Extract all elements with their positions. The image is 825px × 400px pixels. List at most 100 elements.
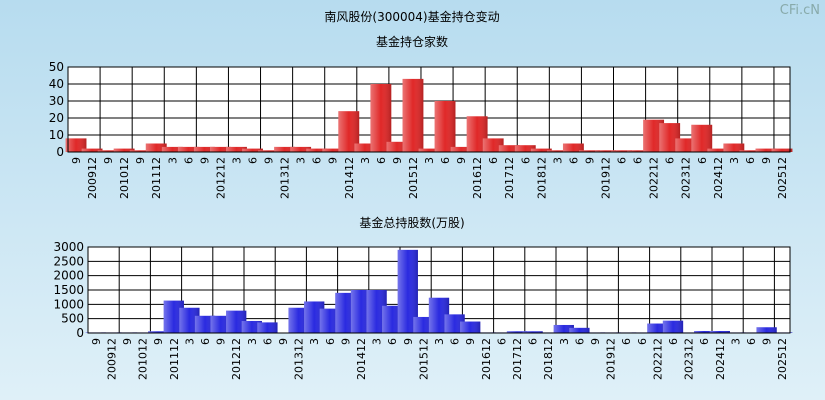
x-tick-label: 201912 [605,338,618,380]
x-tick-label: 202212 [648,157,661,199]
bar-shade [627,150,649,152]
bar-shade [418,148,440,152]
x-tick-label: 9 [121,338,134,345]
bar-shade [659,123,681,152]
bar-shade [129,150,151,152]
bar-shade [163,300,184,333]
x-tick-label: 3 [728,157,741,164]
bar-shade [707,148,729,152]
x-tick-label: 3 [166,157,179,164]
bar-shade [755,148,777,152]
x-tick-label: 3 [308,338,321,345]
x-tick-label: 6 [620,338,633,345]
bar-shade [322,148,344,152]
x-tick-label: 3 [359,157,372,164]
bar-shade [354,143,376,152]
x-tick-label: 9 [263,157,276,164]
x-tick-label: 202512 [776,338,789,380]
bar-shade [434,101,456,152]
x-tick-label: 6 [632,157,645,164]
x-tick-label: 202512 [776,157,789,199]
bar-shade [226,146,247,152]
x-tick-label: 201612 [480,338,493,380]
bar-shade [226,310,247,333]
x-tick-label: 3 [246,338,259,345]
bar-shade [691,124,713,152]
bar-shade [288,307,309,333]
x-tick-label: 9 [152,338,165,345]
chart-title: 南风股份(300004)基金持仓变动 [324,9,499,24]
x-tick-label: 6 [573,338,586,345]
bar-shade [595,150,616,152]
bar-shade [338,111,360,152]
x-tick-label: 201012 [118,157,131,199]
bar-shade [428,297,450,333]
y-tick-label: 30 [49,94,64,108]
y-tick-label: 20 [49,111,64,125]
bar-shade [210,315,231,333]
bar-shade [97,150,119,152]
x-tick-label: 6 [199,338,212,345]
x-tick-label: 6 [386,338,399,345]
y-tick-label: 2000 [53,269,84,283]
x-tick-label: 6 [616,157,629,164]
bar-shade [258,150,279,152]
x-tick-label: 201812 [542,338,555,380]
bar-shade [304,301,325,333]
y-tick-label: 40 [49,77,64,91]
x-tick-label: 9 [198,157,211,164]
bar-shade [514,145,536,152]
x-tick-label: 3 [433,338,446,345]
x-tick-label: 202312 [683,338,696,380]
bar-shade [65,138,87,152]
x-tick-label: 3 [551,157,564,164]
x-tick-label: 6 [439,157,452,164]
x-tick-label: 9 [277,338,290,345]
x-tick-label: 6 [667,338,680,345]
x-tick-label: 6 [636,338,649,345]
bar-shade [413,316,434,333]
y-tick-label: 3000 [53,240,84,254]
x-tick-label: 6 [745,338,758,345]
x-tick-label: 201712 [511,338,524,380]
x-tick-label: 9 [215,338,228,345]
x-tick-label: 6 [567,157,580,164]
x-tick-label: 9 [761,338,774,345]
x-tick-label: 9 [760,157,773,164]
bar-shade [553,324,574,333]
y-tick-label: 1000 [53,297,84,311]
bar-shade [290,146,312,152]
x-tick-label: 6 [495,338,508,345]
x-tick-label: 201912 [599,157,612,199]
x-tick-label: 9 [589,338,602,345]
bar-shade [402,78,424,152]
bar-shade [643,119,665,152]
x-tick-label: 6 [487,157,500,164]
bar-shade [306,148,328,152]
x-tick-label: 9 [102,157,115,164]
bar-shade [335,292,356,333]
x-tick-label: 9 [327,157,340,164]
y-tick-label: 2500 [53,254,84,268]
x-tick-label: 6 [324,338,337,345]
x-tick-label: 9 [583,157,596,164]
bar-shade [397,249,418,333]
bar-shade [611,150,632,152]
x-tick-label: 201512 [407,157,420,199]
x-tick-label: 3 [423,157,436,164]
x-tick-label: 202212 [651,338,664,380]
x-tick-label: 6 [247,157,260,164]
x-tick-label: 200912 [105,338,118,380]
bar-shade [382,305,403,333]
x-tick-label: 201412 [355,338,368,380]
bar-shade [675,138,697,152]
bar-shade [148,331,169,333]
bar-shade [366,290,387,333]
y-tick-label: 50 [49,60,64,74]
x-tick-label: 6 [664,157,677,164]
x-tick-label: 201212 [230,338,243,380]
y-tick-label: 0 [76,326,84,340]
bar-shade [771,148,793,152]
x-tick-label: 6 [744,157,757,164]
bar-shade [193,146,215,152]
